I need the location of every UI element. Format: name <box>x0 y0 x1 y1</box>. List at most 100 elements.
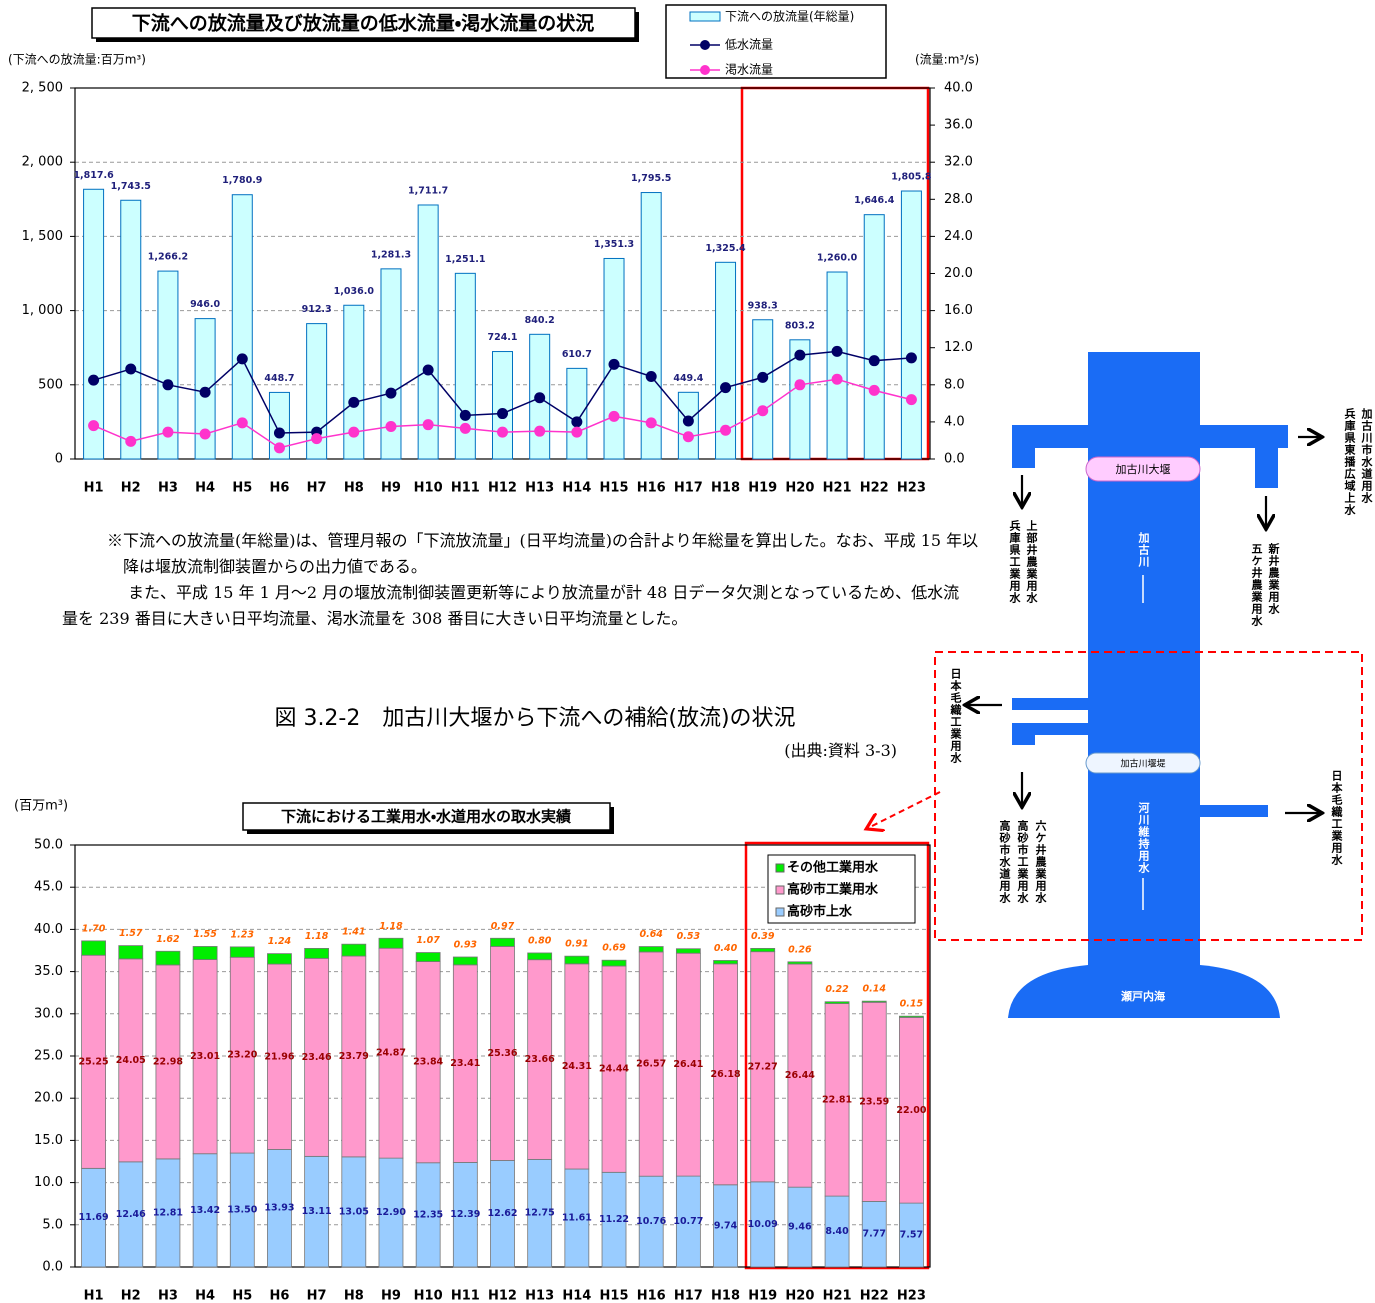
y2-tick-label: 32.0 <box>944 155 973 170</box>
y-tick-label: 35.0 <box>34 964 63 979</box>
data-label: 1.70 <box>82 923 106 934</box>
legend-swatch <box>775 907 785 917</box>
y-tick-label: 0.0 <box>42 1260 63 1275</box>
bar-segment <box>713 963 738 1186</box>
note: また、平成 15 年 1 月～2 月の堰放流制御装置更新等により放流量が計 48… <box>62 583 960 628</box>
arrows <box>967 437 1320 813</box>
data-label: 8.40 <box>825 1226 849 1237</box>
bar-segment <box>750 1181 776 1268</box>
x-tick-label: H18 <box>711 481 740 496</box>
y2-tick-label: 12.0 <box>944 340 973 355</box>
data-label: 0.91 <box>565 939 588 950</box>
marker <box>385 421 397 433</box>
intake-label: 兵庫県東播広域上水 <box>1343 407 1357 516</box>
marker <box>497 426 508 438</box>
data-label: 1,266.2 <box>148 252 188 263</box>
x-tick-label: H8 <box>344 1289 364 1303</box>
data-label: 12.75 <box>525 1208 555 1219</box>
data-label: 0.64 <box>639 929 663 940</box>
data-label: 0.40 <box>714 943 738 954</box>
marker <box>794 349 806 361</box>
data-label: 448.7 <box>264 373 294 384</box>
x-tick-label: H8 <box>344 481 364 496</box>
bar-segment <box>824 1003 850 1197</box>
intake-label: 兵庫県工業用水 <box>1008 519 1022 604</box>
x-tick-label: H2 <box>121 481 141 496</box>
data-label: 1.18 <box>305 931 329 942</box>
bar <box>306 323 328 460</box>
data-label: 1,743.5 <box>111 181 151 192</box>
highlight-arrow <box>868 791 941 828</box>
bar-segment <box>713 1184 738 1268</box>
x-tick-label: H9 <box>381 481 401 496</box>
bar <box>83 188 105 460</box>
bar-segment <box>638 1175 664 1268</box>
data-label: 27.27 <box>748 1061 778 1072</box>
marker <box>905 352 917 364</box>
x-tick-label: H16 <box>637 1289 666 1303</box>
data-label: 24.05 <box>116 1055 146 1066</box>
marker <box>571 426 583 438</box>
bar-segment <box>267 963 292 1150</box>
data-label: 1,351.3 <box>594 239 634 250</box>
bar-segment <box>527 952 553 961</box>
marker <box>348 426 360 438</box>
data-label: 26.57 <box>636 1059 666 1070</box>
data-label: 1,805.8 <box>891 172 932 183</box>
legend-label: 高砂市上水 <box>787 904 853 920</box>
bar-segment <box>155 950 181 966</box>
data-label: 12.90 <box>376 1207 406 1218</box>
intake-channel <box>1200 805 1268 817</box>
x-tick-label: H11 <box>451 481 480 496</box>
sea-label: 瀬戸内海 <box>1121 989 1165 1003</box>
marker <box>88 420 100 432</box>
data-label: 10.09 <box>748 1219 778 1230</box>
data-label: 25.25 <box>79 1056 109 1067</box>
bar-segment <box>861 1000 887 1003</box>
marker <box>422 419 434 431</box>
marker <box>868 355 880 367</box>
intake-channel <box>1012 723 1088 735</box>
marker <box>236 353 248 365</box>
bar-segment <box>861 1001 887 1202</box>
title-box <box>91 7 636 39</box>
bar-segment <box>638 946 664 953</box>
bar <box>863 214 885 460</box>
data-label: 724.1 <box>487 332 517 343</box>
bar-segment <box>787 1186 813 1268</box>
bar <box>603 257 625 460</box>
legend-swatch <box>689 11 721 22</box>
x-tick-label: H17 <box>674 1289 703 1303</box>
bar-segment <box>192 946 218 960</box>
y-tick-label: 2, 500 <box>22 81 63 96</box>
data-label: 7.57 <box>900 1230 923 1241</box>
data-label: 13.05 <box>339 1206 369 1217</box>
data-label: 9.46 <box>788 1222 812 1233</box>
marker <box>794 379 806 391</box>
data-label: 23.41 <box>450 1058 480 1069</box>
x-tick-label: H19 <box>748 1289 777 1303</box>
flow-label: 河川維持用水 <box>1137 801 1151 874</box>
bar-segment <box>824 1195 850 1268</box>
marker <box>757 371 769 383</box>
bar-segment <box>452 1162 478 1268</box>
data-label: 13.93 <box>264 1203 294 1214</box>
marker <box>273 427 285 439</box>
bar-segment <box>304 1155 330 1268</box>
data-label: 22.00 <box>896 1105 926 1116</box>
data-label: 10.76 <box>636 1216 666 1227</box>
chart-title: 下流への放流量及び放流量の低水流量・渇水流量の状況 <box>132 12 594 35</box>
river-channel <box>1088 352 1200 972</box>
data-label: 11.61 <box>562 1213 592 1224</box>
marker <box>645 417 657 429</box>
weir <box>1085 456 1201 482</box>
x-tick-label: H14 <box>562 481 591 496</box>
title-box <box>242 802 611 831</box>
data-label: 449.4 <box>673 373 703 384</box>
data-label: 12.35 <box>413 1209 443 1220</box>
y-tick-label: 2, 000 <box>22 155 63 170</box>
bar-segment <box>229 946 255 958</box>
x-tick-label: H18 <box>711 1289 740 1303</box>
bar <box>715 261 737 460</box>
